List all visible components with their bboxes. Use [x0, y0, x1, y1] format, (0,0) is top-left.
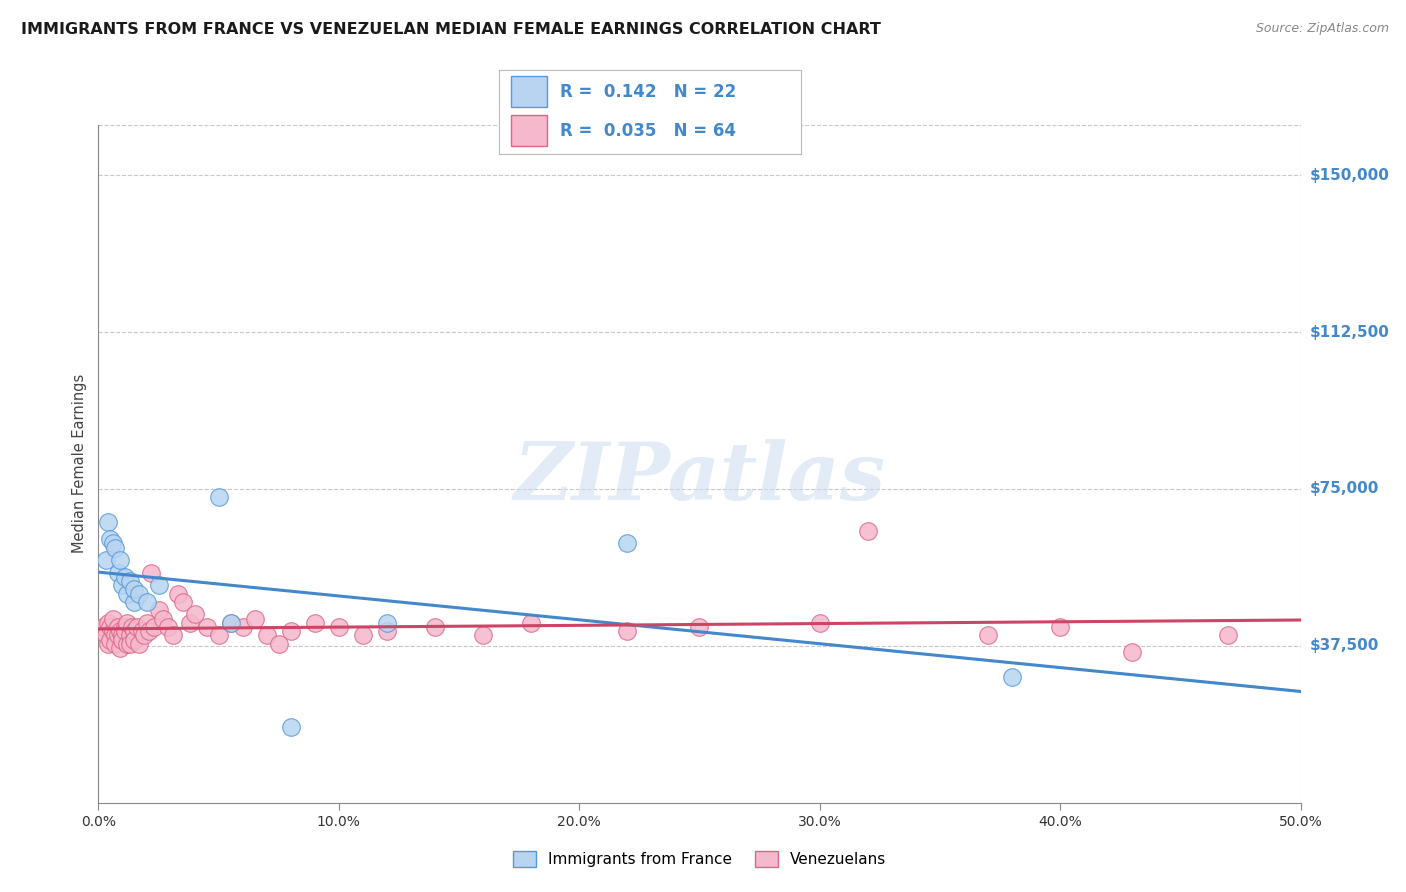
Point [157, 620, 180, 634]
Text: R =  0.035   N = 64: R = 0.035 N = 64 [560, 121, 735, 139]
Text: $75,000: $75,000 [1310, 482, 1379, 497]
Point [117, 637, 139, 651]
Point [352, 628, 374, 642]
Point [195, 620, 218, 634]
Point [179, 615, 201, 630]
Point [142, 620, 165, 634]
Point [616, 536, 638, 550]
Point [132, 628, 155, 642]
Point [118, 574, 141, 588]
Point [688, 620, 710, 634]
Point [219, 615, 242, 630]
Point [135, 595, 157, 609]
Point [280, 624, 302, 639]
Point [108, 640, 131, 655]
Point [328, 620, 350, 634]
Point [117, 615, 139, 630]
Point [208, 491, 231, 505]
Point [114, 620, 136, 634]
Point [94, 628, 117, 642]
Point [977, 628, 1000, 642]
Text: $150,000: $150,000 [1310, 168, 1391, 183]
Text: $37,500: $37,500 [1310, 639, 1379, 653]
Point [97, 637, 120, 651]
Point [107, 628, 129, 642]
Point [172, 595, 194, 609]
Y-axis label: Median Female Earnings: Median Female Earnings [72, 375, 87, 553]
Point [107, 566, 129, 580]
Point [104, 637, 127, 651]
Point [117, 586, 139, 600]
Point [375, 615, 398, 630]
Bar [512, 115, 547, 145]
Text: IMMIGRANTS FROM FRANCE VS VENEZUELAN MEDIAN FEMALE EARNINGS CORRELATION CHART: IMMIGRANTS FROM FRANCE VS VENEZUELAN MED… [21, 22, 882, 37]
Point [107, 620, 129, 634]
Point [94, 553, 117, 567]
Point [100, 632, 122, 647]
Point [148, 578, 170, 592]
Text: R =  0.142   N = 22: R = 0.142 N = 22 [560, 83, 735, 101]
Point [114, 624, 136, 639]
Point [125, 620, 148, 634]
Point [304, 615, 326, 630]
Point [166, 586, 188, 600]
Point [114, 570, 136, 584]
Point [91, 620, 114, 634]
Point [101, 612, 124, 626]
Point [232, 620, 254, 634]
Point [135, 615, 157, 630]
Point [124, 582, 146, 597]
Point [856, 524, 879, 538]
Point [124, 632, 146, 647]
Point [520, 615, 543, 630]
Point [141, 566, 163, 580]
Text: Source: ZipAtlas.com: Source: ZipAtlas.com [1256, 22, 1389, 36]
Point [808, 615, 831, 630]
Point [138, 624, 160, 639]
Point [100, 620, 122, 634]
Point [108, 553, 131, 567]
Point [104, 541, 127, 555]
Point [124, 624, 146, 639]
Point [472, 628, 495, 642]
Point [183, 607, 205, 622]
Point [118, 628, 141, 642]
Point [1001, 670, 1024, 684]
Point [128, 637, 150, 651]
Point [111, 578, 134, 592]
Point [148, 603, 170, 617]
Point [97, 516, 120, 530]
Point [256, 628, 278, 642]
Legend: Immigrants from France, Venezuelans: Immigrants from France, Venezuelans [506, 845, 893, 873]
Point [108, 624, 131, 639]
Point [219, 615, 242, 630]
Point [267, 637, 290, 651]
Point [243, 612, 266, 626]
Point [124, 595, 146, 609]
Point [111, 632, 134, 647]
Point [162, 628, 184, 642]
Point [1049, 620, 1071, 634]
Point [121, 620, 143, 634]
Point [152, 612, 174, 626]
Point [616, 624, 638, 639]
Point [100, 532, 122, 546]
Text: $112,500: $112,500 [1310, 325, 1391, 340]
Point [97, 615, 120, 630]
Point [208, 628, 231, 642]
Point [128, 586, 150, 600]
Point [280, 721, 302, 735]
Point [101, 624, 124, 639]
Point [111, 628, 134, 642]
Point [101, 536, 124, 550]
Point [118, 637, 141, 651]
Point [375, 624, 398, 639]
Point [104, 628, 127, 642]
Point [423, 620, 446, 634]
Text: ZIPatlas: ZIPatlas [513, 439, 886, 516]
Bar [512, 77, 547, 107]
Point [1121, 645, 1143, 659]
Point [1218, 628, 1240, 642]
Point [131, 624, 153, 639]
